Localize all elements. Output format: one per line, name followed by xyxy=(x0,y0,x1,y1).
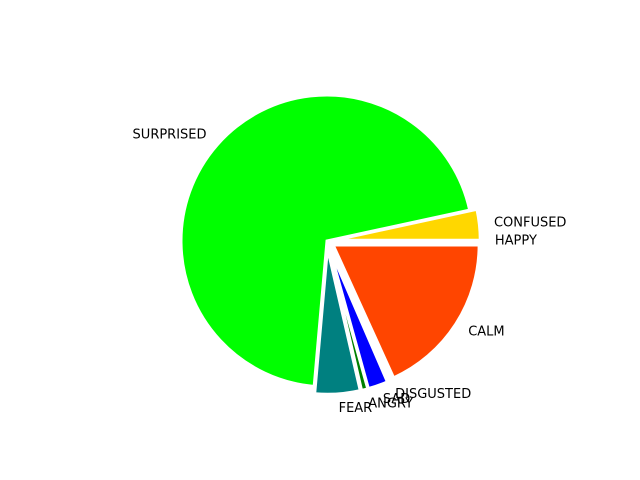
pie-slice-calm xyxy=(330,243,481,380)
pie-label-surprised: SURPRISED xyxy=(133,127,207,142)
pie-label-disgusted: DISGUSTED xyxy=(395,387,471,402)
pie-label-sad: SAD xyxy=(383,392,410,407)
pie-label-happy: HAPPY xyxy=(495,234,537,249)
pie-slices xyxy=(179,93,482,396)
pie-label-confused: CONFUSED xyxy=(494,216,567,231)
pie-label-fear: FEAR xyxy=(339,401,373,416)
pie-slice-surprised xyxy=(179,93,472,389)
pie-label-angry: ANGRY xyxy=(368,396,413,411)
pie-label-calm: CALM xyxy=(468,324,504,339)
pie-slice-disgusted xyxy=(328,247,393,384)
